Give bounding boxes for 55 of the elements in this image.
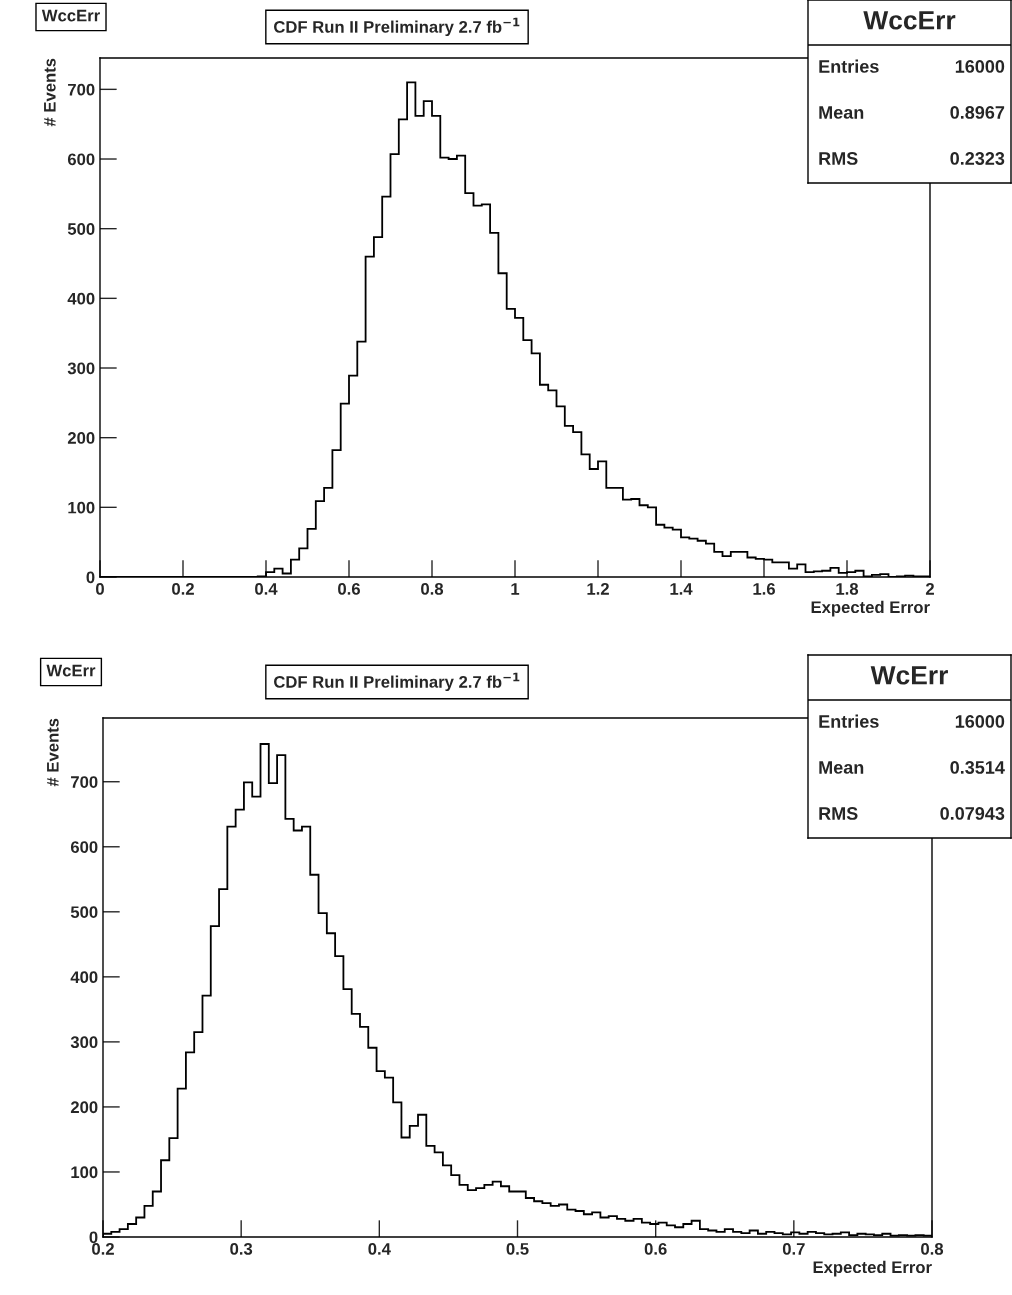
annotation: RMS: [819, 807, 858, 820]
y-tick-label: 200: [67, 432, 95, 444]
y-tick-label: 200: [70, 1101, 98, 1114]
text: WcErr: [870, 666, 948, 685]
text: 16000: [955, 60, 1005, 73]
y-tick-label: 0: [86, 571, 95, 584]
y-tick-label: 0: [89, 1231, 98, 1244]
text: 16000: [955, 715, 1005, 728]
x-tick-label: 2: [925, 583, 934, 595]
text: 0.3514: [950, 761, 1005, 774]
y-tick-label: 700: [68, 83, 95, 96]
y-tick-label: 300: [70, 1036, 98, 1049]
chart-subtitle: WccErr: [41, 9, 100, 22]
x-tick-label: 0.4: [255, 583, 278, 595]
y-axis-title: # Events: [44, 58, 56, 127]
text: 0.2323: [950, 152, 1005, 165]
x-tick-label: 0.2: [92, 1243, 114, 1255]
chart-title: CDF Run II Preliminary 2.7 fb$^{−1}$: [274, 17, 520, 37]
y-tick-label: 100: [71, 1166, 98, 1179]
x-tick-label: 1.8: [836, 583, 859, 595]
y-tick-label: 600: [67, 153, 95, 166]
x-tick-label: 0.2: [172, 583, 194, 595]
annotation: Entries: [819, 714, 879, 728]
x-tick-label: 1: [511, 583, 520, 595]
annotation: Mean: [819, 106, 864, 119]
chart-subtitle: WcErr: [46, 664, 96, 677]
x-tick-label: 0.5: [506, 1243, 529, 1255]
annotation: RMS: [819, 152, 858, 165]
y-tick-label: 700: [71, 776, 98, 788]
x-tick-label: 0.6: [338, 583, 360, 595]
y-axis-title: # Events: [47, 718, 59, 787]
y-tick-label: 500: [67, 223, 95, 235]
chart-title: CDF Run II Preliminary 2.7 fb$^{−1}$: [274, 672, 520, 692]
text: 0.8967: [950, 106, 1005, 119]
x-axis-title: Expected Error: [811, 600, 930, 617]
x-tick-label: 0.8: [421, 583, 444, 595]
x-tick-label: 0.7: [782, 1243, 805, 1255]
x-tick-label: 0.8: [921, 1243, 944, 1255]
x-tick-label: 0.3: [230, 1243, 253, 1255]
x-tick-label: 0.6: [644, 1243, 667, 1255]
y-tick-label: 400: [70, 971, 98, 984]
y-tick-label: 100: [68, 501, 95, 514]
annotation: Mean: [819, 761, 864, 774]
x-tick-label: 0.4: [368, 1243, 391, 1255]
annotation: Entries: [819, 59, 879, 73]
x-tick-label: 1.2: [587, 583, 609, 595]
x-tick-label: 1.4: [670, 583, 693, 595]
y-tick-label: 400: [67, 292, 95, 305]
x-tick-label: 1.6: [753, 583, 775, 595]
x-axis-title: Expected Error: [813, 1260, 932, 1277]
y-tick-label: 300: [67, 362, 95, 375]
text: 0.07943: [940, 807, 1005, 820]
y-tick-label: 500: [70, 906, 98, 919]
text: WccErr: [863, 11, 956, 30]
y-tick-label: 600: [70, 841, 98, 853]
